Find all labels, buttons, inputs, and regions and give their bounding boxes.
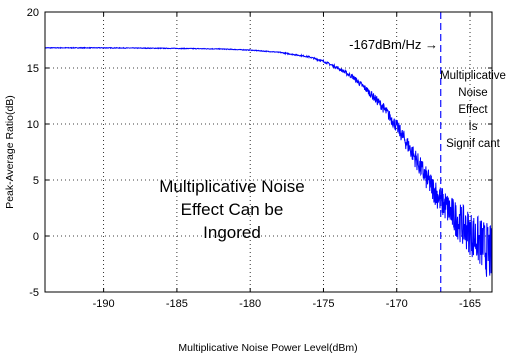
vline-label: -167dBm/Hz → xyxy=(349,37,438,52)
x-axis-label: Multiplicative Noise Power Level(dBm) xyxy=(178,342,357,354)
y-tick-label: 0 xyxy=(33,231,39,243)
right-annotation-line: Multiplicative xyxy=(440,70,506,82)
right-annotation-line: Signif cant xyxy=(446,138,501,150)
center-annotation-line: Ingored xyxy=(203,223,261,242)
plot-frame xyxy=(44,11,493,293)
plot-area xyxy=(45,12,492,292)
y-tick-label: 15 xyxy=(27,63,39,75)
grid xyxy=(45,12,492,292)
x-tick-label: -190 xyxy=(93,298,115,310)
right-annotation-line: Effect xyxy=(458,104,488,116)
x-tick-label: -180 xyxy=(239,298,261,310)
y-tick-label: 5 xyxy=(33,175,39,187)
center-annotation-line: Multiplicative Noise xyxy=(159,177,305,196)
y-tick-label: 20 xyxy=(27,7,39,19)
right-annotation-line: Is xyxy=(469,121,478,133)
series-group xyxy=(44,46,493,277)
y-ticks: -5 0 5 10 15 20 xyxy=(27,7,492,299)
right-annotation-line: Noise xyxy=(458,87,487,99)
x-tick-label: -175 xyxy=(312,298,334,310)
right-annotation: Multiplicative Noise Effect Is Signif ca… xyxy=(440,70,506,150)
x-tick-label: -165 xyxy=(459,298,481,310)
center-annotation: Multiplicative Noise Effect Can be Ingor… xyxy=(159,177,305,242)
y-tick-label: 10 xyxy=(27,119,39,131)
center-annotation-line: Effect Can be xyxy=(181,200,284,219)
y-axis-label: Peak-Average Ratio(dB) xyxy=(4,95,16,209)
x-tick-label: -185 xyxy=(166,298,188,310)
y-tick-label: -5 xyxy=(29,287,39,299)
x-ticks: -190 -185 -180 -175 -170 -165 xyxy=(93,12,481,310)
x-tick-label: -170 xyxy=(386,298,408,310)
series-line xyxy=(44,46,493,277)
